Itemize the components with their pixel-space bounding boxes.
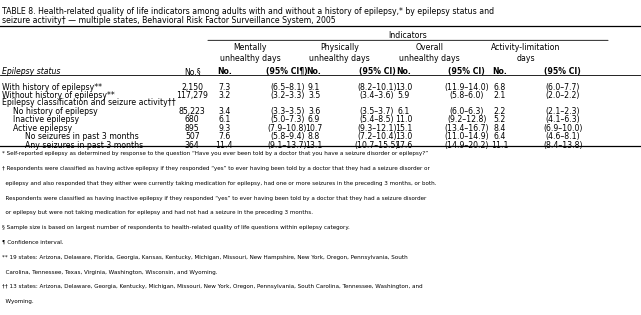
Text: 8.4: 8.4 — [494, 124, 506, 133]
Text: 6.8: 6.8 — [494, 83, 506, 92]
Text: Indicators: Indicators — [388, 32, 428, 41]
Text: With history of epilepsy**: With history of epilepsy** — [2, 83, 102, 92]
Text: 364: 364 — [185, 141, 200, 150]
Text: 9.3: 9.3 — [218, 124, 231, 133]
Text: (9.2–12.8): (9.2–12.8) — [447, 115, 487, 124]
Text: (3.3–3.5): (3.3–3.5) — [270, 107, 304, 116]
Text: 5.9: 5.9 — [397, 91, 410, 100]
Text: Overall
unhealthy days: Overall unhealthy days — [399, 43, 460, 63]
Text: (95% CI¶): (95% CI¶) — [267, 67, 308, 77]
Text: 15.1: 15.1 — [395, 124, 413, 133]
Text: 13.0: 13.0 — [395, 132, 412, 141]
Text: epilepsy and also responded that they either were currently taking medication fo: epilepsy and also responded that they ei… — [2, 181, 437, 186]
Text: (14.9–20.2): (14.9–20.2) — [444, 141, 489, 150]
Text: * Self-reported epilepsy as determined by response to the question “Have you eve: * Self-reported epilepsy as determined b… — [2, 151, 428, 156]
Text: (3.2–3.3): (3.2–3.3) — [270, 91, 304, 100]
Text: (5.8–6.0): (5.8–6.0) — [449, 91, 484, 100]
Text: Epilepsy status: Epilepsy status — [2, 67, 60, 77]
Text: (4.6–8.1): (4.6–8.1) — [545, 132, 580, 141]
Text: (6.9–10.0): (6.9–10.0) — [543, 124, 583, 133]
Text: (5.4–8.5): (5.4–8.5) — [360, 115, 394, 124]
Text: § Sample size is based on largest number of respondents to health-related qualit: § Sample size is based on largest number… — [2, 225, 350, 230]
Text: 3.5: 3.5 — [308, 91, 320, 100]
Text: No seizures in past 3 months: No seizures in past 3 months — [25, 132, 138, 141]
Text: ** 19 states: Arizona, Delaware, Florida, Georgia, Kansas, Kentucky, Michigan, M: ** 19 states: Arizona, Delaware, Florida… — [2, 255, 408, 260]
Text: (8.4–13.8): (8.4–13.8) — [543, 141, 583, 150]
Text: Wyoming.: Wyoming. — [2, 299, 33, 304]
Text: 11.4: 11.4 — [215, 141, 233, 150]
Text: 507: 507 — [185, 132, 199, 141]
Text: (9.1–13.7): (9.1–13.7) — [267, 141, 307, 150]
Text: (5.0–7.3): (5.0–7.3) — [270, 115, 304, 124]
Text: (13.4–16.7): (13.4–16.7) — [444, 124, 489, 133]
Text: 10.7: 10.7 — [306, 124, 322, 133]
Text: TABLE 8. Health-related quality of life indicators among adults with and without: TABLE 8. Health-related quality of life … — [2, 7, 494, 16]
Text: No.§: No.§ — [184, 67, 201, 77]
Text: (10.7–15.5): (10.7–15.5) — [354, 141, 399, 150]
Text: (11.0–14.9): (11.0–14.9) — [444, 132, 489, 141]
Text: Physically
unhealthy days: Physically unhealthy days — [310, 43, 370, 63]
Text: No history of epilepsy: No history of epilepsy — [13, 107, 98, 116]
Text: 13.1: 13.1 — [305, 141, 323, 150]
Text: †† 13 states: Arizona, Delaware, Georgia, Kentucky, Michigan, Missouri, New York: †† 13 states: Arizona, Delaware, Georgia… — [2, 284, 422, 289]
Text: Inactive epilepsy: Inactive epilepsy — [13, 115, 79, 124]
Text: 7.3: 7.3 — [218, 83, 231, 92]
Text: Respondents were classified as having inactive epilepsy if they responded “yes” : Respondents were classified as having in… — [2, 196, 426, 201]
Text: 117,279: 117,279 — [176, 91, 208, 100]
Text: (4.1–6.3): (4.1–6.3) — [545, 115, 580, 124]
Text: (2.0–2.2): (2.0–2.2) — [545, 91, 580, 100]
Text: No.: No. — [217, 67, 232, 77]
Text: 3.2: 3.2 — [218, 91, 231, 100]
Text: 2.2: 2.2 — [494, 107, 506, 116]
Text: 11.1: 11.1 — [491, 141, 509, 150]
Text: † Respondents were classified as having active epilepsy if they responded “yes” : † Respondents were classified as having … — [2, 166, 430, 171]
Text: 680: 680 — [185, 115, 199, 124]
Text: (6.0–7.7): (6.0–7.7) — [545, 83, 580, 92]
Text: Active epilepsy: Active epilepsy — [13, 124, 72, 133]
Text: Any seizures in past 3 months: Any seizures in past 3 months — [25, 141, 143, 150]
Text: (7.2–10.4): (7.2–10.4) — [357, 132, 397, 141]
Text: 7.6: 7.6 — [218, 132, 231, 141]
Text: No.: No. — [492, 67, 508, 77]
Text: 6.4: 6.4 — [494, 132, 506, 141]
Text: (11.9–14.0): (11.9–14.0) — [444, 83, 489, 92]
Text: No.: No. — [396, 67, 412, 77]
Text: (2.1–2.3): (2.1–2.3) — [545, 107, 580, 116]
Text: (6.5–8.1): (6.5–8.1) — [270, 83, 304, 92]
Text: (7.9–10.8): (7.9–10.8) — [267, 124, 307, 133]
Text: 6.9: 6.9 — [308, 115, 320, 124]
Text: or epilepsy but were not taking medication for epilepsy and had not had a seizur: or epilepsy but were not taking medicati… — [2, 210, 313, 215]
Text: 6.1: 6.1 — [218, 115, 231, 124]
Text: 2,150: 2,150 — [181, 83, 203, 92]
Text: (3.4–3.6): (3.4–3.6) — [360, 91, 394, 100]
Text: No.: No. — [306, 67, 322, 77]
Text: (6.0–6.3): (6.0–6.3) — [449, 107, 484, 116]
Text: 85,223: 85,223 — [179, 107, 206, 116]
Text: 5.2: 5.2 — [494, 115, 506, 124]
Text: Epilepsy classification and seizure activity††: Epilepsy classification and seizure acti… — [2, 98, 176, 107]
Text: (95% CI): (95% CI) — [448, 67, 485, 77]
Text: 3.6: 3.6 — [308, 107, 320, 116]
Text: 13.0: 13.0 — [395, 83, 412, 92]
Text: (8.2–10.1): (8.2–10.1) — [357, 83, 397, 92]
Text: 11.0: 11.0 — [395, 115, 413, 124]
Text: seizure activity† — multiple states, Behavioral Risk Factor Surveillance System,: seizure activity† — multiple states, Beh… — [2, 16, 335, 25]
Text: 9.1: 9.1 — [308, 83, 320, 92]
Text: 17.6: 17.6 — [395, 141, 412, 150]
Text: Carolina, Tennessee, Texas, Virginia, Washington, Wisconsin, and Wyoming.: Carolina, Tennessee, Texas, Virginia, Wa… — [2, 270, 217, 275]
Text: 3.4: 3.4 — [218, 107, 231, 116]
Text: (9.3–12.1): (9.3–12.1) — [357, 124, 397, 133]
Text: ¶ Confidence interval.: ¶ Confidence interval. — [2, 240, 63, 245]
Text: (5.8–9.4): (5.8–9.4) — [270, 132, 304, 141]
Text: Without history of epilepsy**: Without history of epilepsy** — [2, 91, 115, 100]
Text: (95% CI): (95% CI) — [544, 67, 581, 77]
Text: Activity-limitation
days: Activity-limitation days — [491, 43, 560, 63]
Text: Mentally
unhealthy days: Mentally unhealthy days — [220, 43, 280, 63]
Text: 6.1: 6.1 — [397, 107, 410, 116]
Text: (3.5–3.7): (3.5–3.7) — [360, 107, 394, 116]
Text: 8.8: 8.8 — [308, 132, 320, 141]
Text: (95% CI): (95% CI) — [358, 67, 395, 77]
Text: 895: 895 — [185, 124, 199, 133]
Text: 2.1: 2.1 — [494, 91, 506, 100]
